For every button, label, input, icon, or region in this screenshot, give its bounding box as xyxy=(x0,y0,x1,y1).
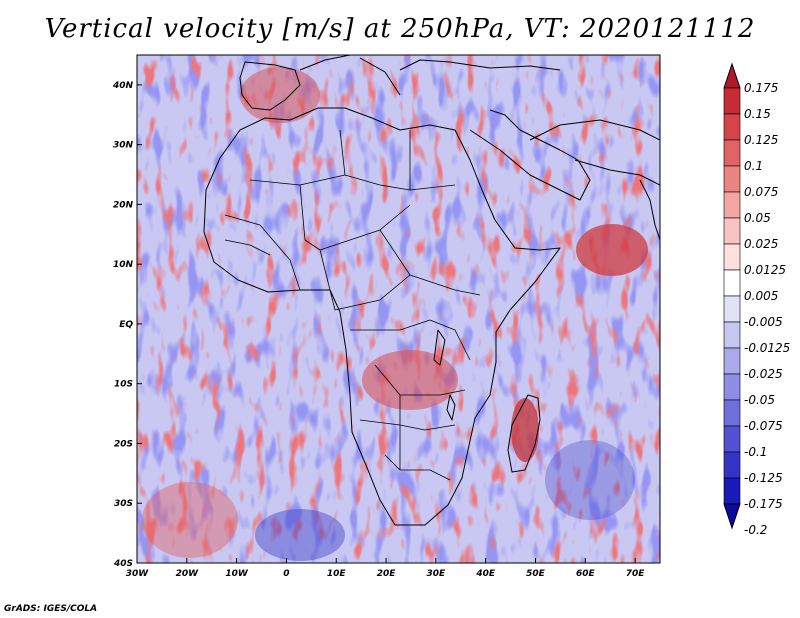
africa-coastline xyxy=(203,107,561,526)
lon-tick-label: 40E xyxy=(475,569,496,579)
colorbar-labels: 0.175 0.15 0.125 0.1 0.075 0.05 0.025 0.0125 0.0… xyxy=(744,81,790,537)
colorbar-box xyxy=(723,347,741,375)
longitude-axis: 30W 20W 10W 0 10E 20E 30E 40E 50E 60E 70E xyxy=(126,558,646,579)
madagascar xyxy=(507,394,541,473)
colorbar-level-label: 0.125 xyxy=(744,133,778,147)
lon-tick-label: 20W xyxy=(176,569,200,579)
europe-coast xyxy=(299,55,561,96)
colorbar-box xyxy=(723,243,741,271)
colorbar-lower-arrow xyxy=(723,503,741,530)
colorbar-level-label: 0.0125 xyxy=(744,263,786,277)
descent-cell-south-atlantic xyxy=(255,509,345,561)
arabia xyxy=(469,109,591,201)
lon-tick-label: 20E xyxy=(377,569,397,579)
colorbar-box xyxy=(723,165,741,193)
lat-tick-label: 10N xyxy=(113,260,134,270)
colorbar-boxes xyxy=(723,62,741,530)
colorbar-box xyxy=(723,451,741,479)
lon-tick-label: 10E xyxy=(327,569,347,579)
lon-tick-label: 30E xyxy=(427,569,447,579)
colorbar-upper-arrow xyxy=(723,62,741,89)
inner-borders xyxy=(224,129,481,481)
plot-frame xyxy=(136,54,661,564)
colorbar-box xyxy=(723,425,741,453)
latitude-axis: 40N 30N 20N 10N EQ 10S 20S 30S 40S xyxy=(112,81,142,569)
colorbar-level-label: -0.2 xyxy=(744,523,767,537)
lon-tick-label: 70E xyxy=(626,569,646,579)
coastlines-and-borders xyxy=(203,55,660,526)
colorbar-level-label: 0.175 xyxy=(744,81,778,95)
colorbar-box xyxy=(723,399,741,427)
lon-tick-label: 50E xyxy=(526,569,546,579)
lon-tick-label: 0 xyxy=(283,569,289,579)
colorbar-box xyxy=(723,217,741,245)
iberia xyxy=(239,61,301,111)
colorbar-level-label: -0.125 xyxy=(744,471,783,485)
descent-cell-indian-ocean xyxy=(545,440,635,520)
ascent-cell-arabian-sea xyxy=(576,224,648,276)
colorbar-level-label: 0.025 xyxy=(744,237,778,251)
colorbar-box xyxy=(723,139,741,167)
lat-tick-label: 40S xyxy=(113,559,133,569)
colorbar-level-label: -0.05 xyxy=(744,393,775,407)
colorbar-level-label: -0.025 xyxy=(744,367,783,381)
lat-tick-label: 10S xyxy=(114,380,133,390)
lon-tick-label: 60E xyxy=(576,569,596,579)
colorbar-box xyxy=(723,477,741,505)
colorbar-box xyxy=(723,113,741,141)
lat-tick-label: 30S xyxy=(114,499,133,509)
lakes xyxy=(433,329,456,421)
grads-credit: GrADS: IGES/COLA xyxy=(4,604,98,614)
colorbar-box xyxy=(723,87,741,115)
colorbar-level-label: -0.005 xyxy=(744,315,783,329)
colorbar-box xyxy=(723,191,741,219)
india xyxy=(639,179,660,241)
colorbar-level-label: -0.1 xyxy=(744,445,767,459)
colorbar-level-label: 0.05 xyxy=(744,211,771,225)
map-title: Vertical velocity [m/s] at 250hPa, VT: 2… xyxy=(44,14,756,44)
persian-gulf-iran xyxy=(529,119,660,186)
lon-tick-label: 10W xyxy=(225,569,249,579)
lat-tick-label: EQ xyxy=(119,320,133,330)
lat-tick-label: 20S xyxy=(114,439,133,449)
colorbar-level-label: 0.1 xyxy=(744,159,763,173)
colorbar-box xyxy=(723,373,741,401)
lon-tick-label: 30W xyxy=(126,569,150,579)
colorbar-box xyxy=(723,269,741,297)
colorbar-level-label: -0.175 xyxy=(744,497,783,511)
colorbar-box xyxy=(723,295,741,323)
ascent-cell-southwest xyxy=(142,482,238,558)
colorbar-level-label: -0.075 xyxy=(744,419,783,433)
colorbar-level-label: 0.005 xyxy=(744,289,778,303)
colorbar-box xyxy=(723,321,741,349)
lat-tick-label: 20N xyxy=(113,200,134,210)
colorbar-level-label: 0.075 xyxy=(744,185,778,199)
colorbar-level-label: -0.0125 xyxy=(744,341,790,355)
lat-tick-label: 30N xyxy=(113,141,134,151)
colorbar-level-label: 0.15 xyxy=(744,107,771,121)
lat-tick-label: 40N xyxy=(112,81,134,91)
field-noise-red xyxy=(137,55,660,563)
